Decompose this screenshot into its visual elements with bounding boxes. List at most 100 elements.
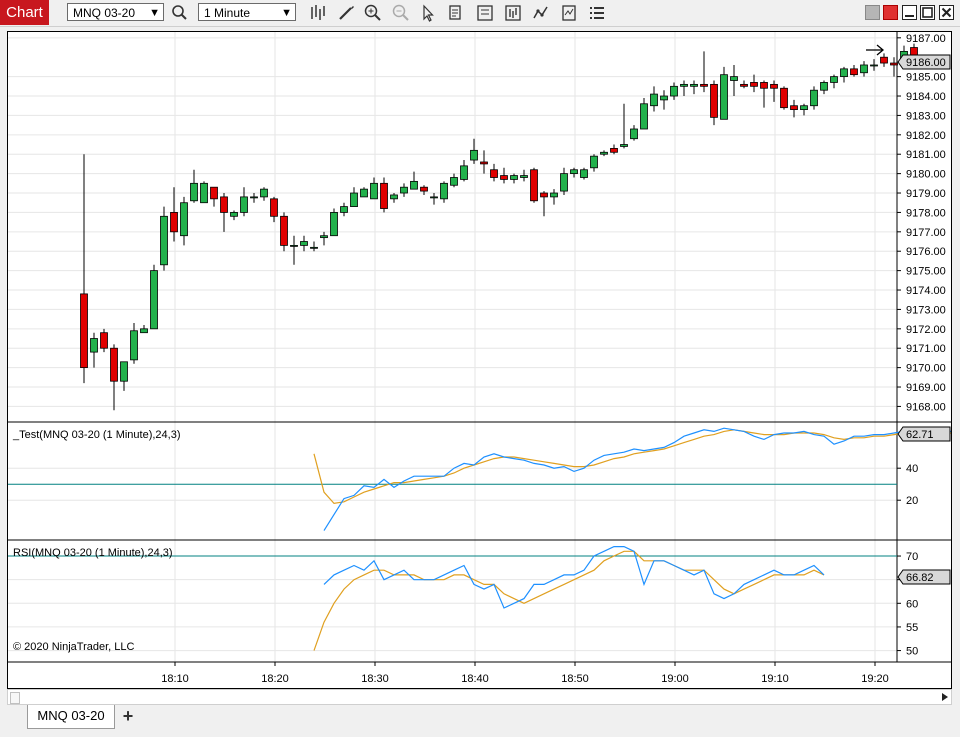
- horizontal-scrollbar[interactable]: [7, 689, 952, 705]
- candle-body: [130, 330, 138, 361]
- candle-body: [370, 182, 378, 200]
- candle-body: [880, 56, 888, 64]
- search-icon[interactable]: [169, 2, 191, 24]
- price-tick-label: 9172.00: [906, 324, 946, 336]
- candle-body: [750, 82, 758, 87]
- data-box-icon[interactable]: [445, 2, 467, 24]
- close-icon[interactable]: [939, 5, 954, 20]
- candle-body: [640, 103, 648, 130]
- price-tick-label: 9185.00: [906, 72, 946, 84]
- candle-body: [280, 215, 288, 246]
- candle-body: [120, 361, 128, 382]
- candle-body: [520, 175, 528, 178]
- bar-type-icon[interactable]: [307, 2, 329, 24]
- candle-body: [250, 196, 258, 199]
- candle-body: [550, 192, 558, 198]
- candle-body: [100, 332, 108, 349]
- candle-body: [670, 85, 678, 97]
- chart-canvas[interactable]: 9187.00 9185.00 9184.00 9183.00 9182.00 9181.…: [8, 32, 954, 688]
- candle-body: [740, 83, 748, 87]
- candle-body: [180, 202, 188, 237]
- chevron-down-icon: ▼: [149, 7, 160, 19]
- candle-body: [870, 64, 878, 67]
- candle-body: [380, 182, 388, 209]
- candle-body: [610, 147, 618, 153]
- candle-body: [650, 93, 658, 107]
- candle-body: [220, 196, 228, 213]
- chart-menu-button[interactable]: Chart: [0, 0, 49, 25]
- candle-body: [340, 206, 348, 213]
- zoom-in-icon[interactable]: [362, 2, 384, 24]
- templates-icon[interactable]: [558, 2, 580, 24]
- rsi-last-value-marker: 66.82: [897, 569, 951, 585]
- candle-body: [430, 196, 438, 199]
- candle-body: [530, 169, 538, 202]
- candle-body: [90, 338, 98, 353]
- time-tick-label: 18:10: [161, 673, 189, 685]
- price-tick-label: 9168.00: [906, 401, 946, 413]
- test-main-line: [323, 427, 954, 531]
- time-tick-label: 18:50: [561, 673, 589, 685]
- interval-value: 1 Minute: [204, 6, 251, 20]
- properties-icon[interactable]: [474, 2, 496, 24]
- price-tick-label: 9182.00: [906, 130, 946, 142]
- candles: [80, 43, 918, 411]
- price-tick-label: 9170.00: [906, 363, 946, 375]
- rsi-tick-label: 55: [906, 622, 918, 634]
- minimize-icon[interactable]: [902, 5, 917, 20]
- candle-body: [860, 64, 868, 74]
- candle-body: [80, 293, 88, 369]
- rsi-indicator-label: RSI(MNQ 03-20 (1 Minute),24,3): [13, 547, 173, 559]
- candle-body: [400, 186, 408, 194]
- axis-labels: 9187.00 9185.00 9184.00 9183.00 9182.00 9181.…: [161, 33, 946, 685]
- instrument-tab[interactable]: MNQ 03-20: [27, 705, 115, 729]
- indicators-icon[interactable]: [530, 2, 552, 24]
- scroll-right-icon[interactable]: [941, 693, 949, 701]
- restore-button[interactable]: [883, 5, 898, 20]
- candle-body: [890, 62, 898, 66]
- candle-body: [260, 188, 268, 198]
- price-tick-label: 9184.00: [906, 91, 946, 103]
- strategies-icon[interactable]: [502, 2, 524, 24]
- price-tick-label: 9179.00: [906, 188, 946, 200]
- price-tick-label: 9173.00: [906, 304, 946, 316]
- candle-body: [490, 169, 498, 178]
- color-swatch-button[interactable]: [865, 5, 880, 20]
- candle-body: [330, 212, 338, 237]
- test-last-value-marker: 62.71: [897, 426, 951, 442]
- rsi-tick-label: 50: [906, 646, 918, 658]
- candle-body: [230, 212, 238, 217]
- rsi-tick-label: 60: [906, 598, 918, 610]
- chevron-down-icon: ▼: [281, 7, 292, 19]
- candle-body: [360, 188, 368, 198]
- candle-body: [300, 241, 308, 246]
- add-tab-button[interactable]: +: [122, 706, 134, 726]
- candle-body: [850, 68, 858, 76]
- menu-icon[interactable]: [586, 2, 608, 24]
- price-tick-label: 9183.00: [906, 110, 946, 122]
- test-tick-label: 20: [906, 495, 918, 507]
- candle-body: [680, 83, 688, 87]
- chart-area[interactable]: 9187.00 9185.00 9184.00 9183.00 9182.00 9181.…: [7, 31, 954, 689]
- draw-icon[interactable]: [335, 2, 357, 24]
- candle-body: [590, 155, 598, 169]
- scroll-to-end-arrow-icon[interactable]: [866, 44, 885, 56]
- interval-select[interactable]: 1 Minute ▼: [198, 3, 296, 21]
- candle-body: [770, 83, 778, 89]
- candle-body: [460, 165, 468, 180]
- instrument-select[interactable]: MNQ 03-20 ▼: [67, 3, 164, 21]
- candle-body: [620, 144, 628, 147]
- rsi-last-value: 66.82: [906, 572, 934, 584]
- test-indicator-label: _Test(MNQ 03-20 (1 Minute),24,3): [12, 429, 181, 441]
- scroll-thumb[interactable]: [10, 692, 20, 704]
- cursor-icon[interactable]: [417, 2, 439, 24]
- toolbar: Chart MNQ 03-20 ▼ 1 Minute ▼: [0, 0, 960, 27]
- candle-body: [160, 215, 168, 266]
- maximize-icon[interactable]: [920, 5, 935, 20]
- zoom-out-icon[interactable]: [390, 2, 412, 24]
- candle-body: [840, 68, 848, 78]
- gridlines: [8, 32, 897, 662]
- candle-body: [710, 83, 718, 118]
- candle-body: [730, 76, 738, 81]
- candle-body: [500, 175, 508, 180]
